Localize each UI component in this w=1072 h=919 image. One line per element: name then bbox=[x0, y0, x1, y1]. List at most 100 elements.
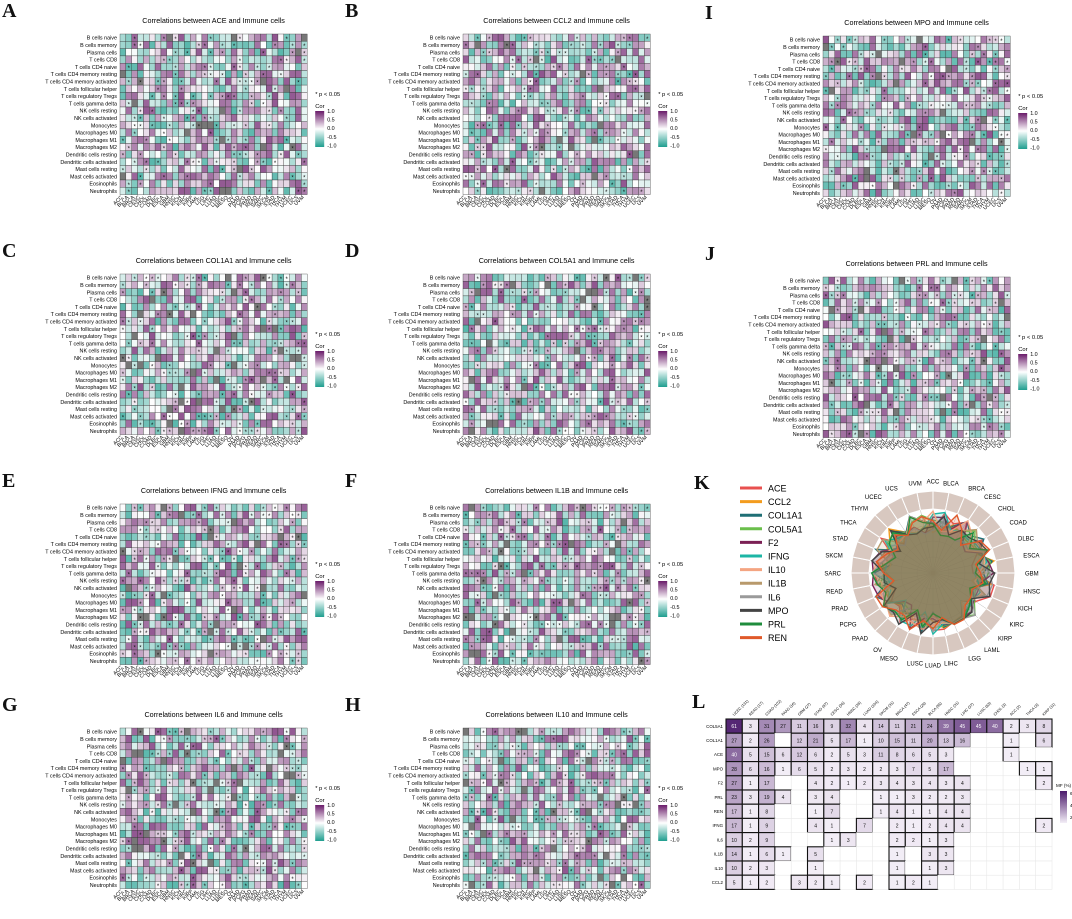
heatmap-cell bbox=[557, 71, 563, 78]
heatmap-cell bbox=[516, 281, 522, 288]
immune-cell-label: T cells follicular helper bbox=[407, 87, 460, 93]
heatmap-cell bbox=[852, 343, 858, 350]
heatmap-cell bbox=[149, 311, 155, 318]
heatmap-cell bbox=[260, 63, 266, 70]
heatmap-cell bbox=[545, 78, 551, 85]
heatmap-cell bbox=[615, 354, 621, 361]
heatmap-cell bbox=[498, 296, 504, 303]
heatmap-svg: Correlations between MPO and Immune cell… bbox=[705, 2, 1050, 227]
heatmap-cell bbox=[522, 362, 528, 369]
heatmap-cell bbox=[155, 347, 161, 354]
heatmap-cell bbox=[999, 299, 1005, 306]
heatmap-cell bbox=[603, 318, 609, 325]
heatmap-cell bbox=[202, 325, 208, 332]
heatmap-cell bbox=[946, 116, 952, 123]
heatmap-cell bbox=[202, 34, 208, 41]
heatmap-cell bbox=[621, 289, 627, 296]
heatmap-cell bbox=[975, 284, 981, 291]
heatmap-cell bbox=[249, 274, 255, 281]
heatmap-cell bbox=[120, 107, 126, 114]
heatmap-cell bbox=[301, 289, 307, 296]
heatmap-cell bbox=[196, 85, 202, 92]
heatmap-cell bbox=[469, 384, 475, 391]
heatmap-cell bbox=[545, 405, 551, 412]
heatmap-cell bbox=[272, 289, 278, 296]
immune-cell-label: T cells regulatory Tregs bbox=[61, 94, 117, 100]
heatmap-cell bbox=[469, 391, 475, 398]
heatmap-cell bbox=[905, 328, 911, 335]
heatmap-cell bbox=[284, 354, 290, 361]
heatmap-cell bbox=[922, 299, 928, 306]
heatmap-cell bbox=[260, 114, 266, 121]
heatmap-cell bbox=[243, 34, 249, 41]
heatmap-cell bbox=[917, 146, 923, 153]
heatmap-cell bbox=[516, 92, 522, 99]
immune-cell-label: Dendritic cells activated bbox=[60, 400, 117, 406]
heatmap-cell bbox=[952, 182, 958, 189]
heatmap-cell bbox=[586, 303, 592, 310]
heatmap-cell bbox=[155, 41, 161, 48]
heatmap-cell bbox=[522, 158, 528, 165]
heatmap-cell bbox=[846, 160, 852, 167]
heatmap-cell bbox=[615, 107, 621, 114]
immune-cell-label: Monocytes bbox=[794, 125, 820, 131]
heatmap-cell bbox=[917, 306, 923, 313]
heatmap-cell bbox=[940, 284, 946, 291]
heatmap-cell bbox=[644, 180, 650, 187]
heatmap-cell bbox=[202, 376, 208, 383]
heatmap-cell bbox=[545, 85, 551, 92]
heatmap-cell bbox=[934, 146, 940, 153]
heatmap-cell bbox=[290, 180, 296, 187]
heatmap-cell bbox=[928, 292, 934, 299]
heatmap-cell bbox=[138, 144, 144, 151]
heatmap-cell bbox=[498, 187, 504, 194]
heatmap-cell bbox=[522, 144, 528, 151]
heatmap-cell bbox=[284, 100, 290, 107]
heatmap-cell bbox=[161, 281, 167, 288]
heatmap-cell bbox=[231, 296, 237, 303]
heatmap-cell bbox=[173, 325, 179, 332]
heatmap-cell bbox=[219, 173, 225, 180]
heatmap-cell bbox=[120, 56, 126, 63]
heatmap-cell bbox=[876, 160, 882, 167]
heatmap-cell bbox=[284, 122, 290, 129]
immune-cell-label: T cells CD4 memory resting bbox=[51, 312, 117, 318]
heatmap-cell bbox=[928, 160, 934, 167]
immune-cell-label: B cells naive bbox=[87, 276, 117, 282]
heatmap-cell bbox=[993, 175, 999, 182]
heatmap-cell bbox=[940, 87, 946, 94]
heatmap-cell bbox=[981, 153, 987, 160]
heatmap-cell bbox=[928, 328, 934, 335]
heatmap-cell bbox=[290, 136, 296, 143]
heatmap-cell bbox=[486, 354, 492, 361]
heatmap-cell bbox=[219, 362, 225, 369]
heatmap-cell bbox=[882, 292, 888, 299]
heatmap-cell bbox=[284, 303, 290, 310]
heatmap-cell bbox=[864, 292, 870, 299]
heatmap-cell bbox=[940, 314, 946, 321]
heatmap-cell bbox=[633, 398, 639, 405]
heatmap-cell bbox=[486, 311, 492, 318]
heatmap-cell bbox=[592, 173, 598, 180]
heatmap-cell bbox=[952, 73, 958, 80]
heatmap-cell bbox=[876, 131, 882, 138]
heatmap-cell bbox=[225, 85, 231, 92]
heatmap-cell bbox=[603, 281, 609, 288]
heatmap-cell bbox=[202, 49, 208, 56]
heatmap-cell bbox=[993, 335, 999, 342]
heatmap-cell bbox=[492, 303, 498, 310]
heatmap-cell bbox=[481, 187, 487, 194]
heatmap-cell bbox=[219, 369, 225, 376]
heatmap-cell bbox=[132, 49, 138, 56]
heatmap-cell bbox=[155, 144, 161, 151]
heatmap-cell bbox=[899, 94, 905, 101]
heatmap-cell bbox=[603, 427, 609, 434]
heatmap-cell bbox=[184, 129, 190, 136]
heatmap-cell bbox=[225, 173, 231, 180]
heatmap-cell bbox=[249, 85, 255, 92]
heatmap-cell bbox=[208, 311, 214, 318]
heatmap-cell bbox=[231, 376, 237, 383]
immune-cell-label: T cells CD4 naive bbox=[418, 305, 460, 311]
heatmap-cell bbox=[598, 405, 604, 412]
